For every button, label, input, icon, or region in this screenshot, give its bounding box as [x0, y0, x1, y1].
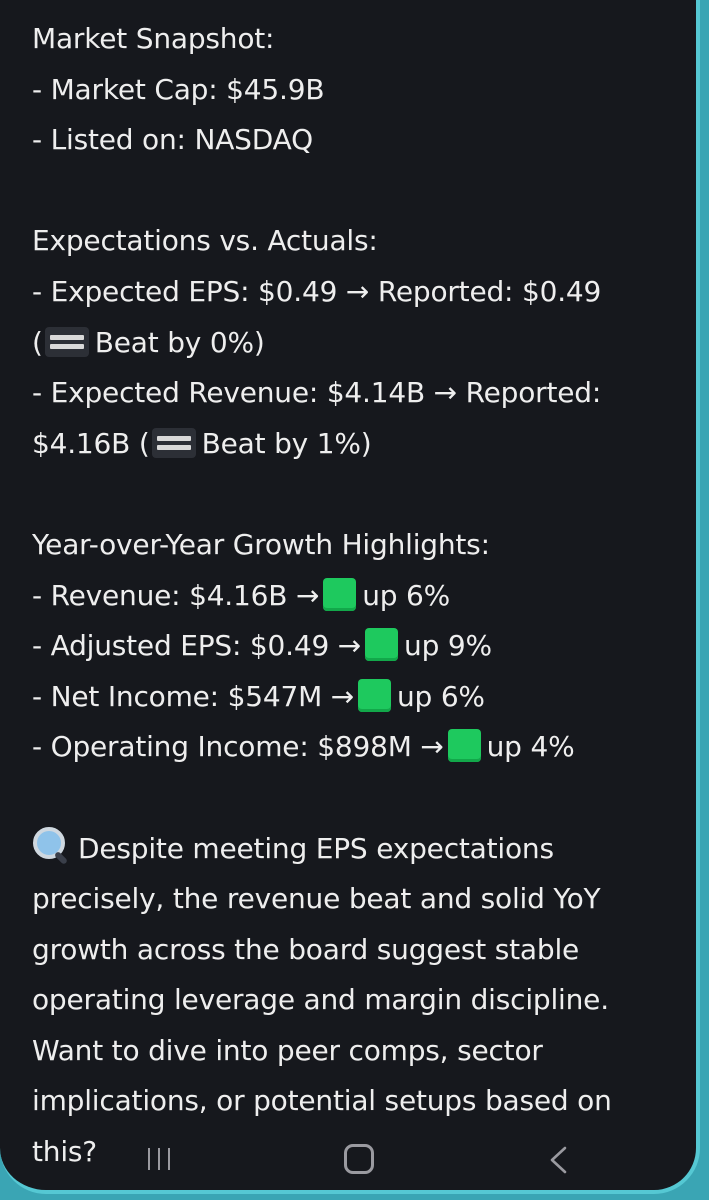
magnifying-glass-icon [32, 826, 70, 865]
message-content: Market Snapshot: - Market Cap: $45.9B - … [32, 14, 672, 1178]
revenue-beat-text: Beat by 1%) [201, 426, 372, 460]
expectations-heading: Expectations vs. Actuals: [32, 224, 378, 258]
market-snapshot-heading: Market Snapshot: [32, 22, 275, 55]
summary-line: this? [32, 1135, 97, 1169]
home-icon[interactable] [344, 1144, 374, 1174]
equal-icon [44, 326, 89, 357]
growth-item-label: - Operating Income: $898M → [32, 730, 444, 764]
spacer [32, 166, 672, 217]
summary-line: Despite meeting EPS expectations [32, 824, 672, 875]
growth-item-change: up 9% [404, 629, 492, 663]
growth-item: - Revenue: $4.16B → up 6% [32, 571, 672, 622]
summary-line: implications, or potential setups based … [32, 1084, 612, 1118]
eps-open-paren: ( [32, 325, 43, 359]
green-square-icon [358, 678, 391, 712]
eps-beat-line: ( Beat by 0%) [32, 318, 672, 369]
revenue-expected-line: - Expected Revenue: $4.14B → Reported: [32, 376, 602, 410]
market-cap-line: - Market Cap: $45.9B [32, 72, 325, 106]
summary-line: precisely, the revenue beat and solid Yo… [32, 882, 601, 916]
spacer [32, 773, 672, 824]
growth-item: - Operating Income: $898M → up 4% [32, 722, 672, 773]
revenue-beat-line: $4.16B ( Beat by 1%) [32, 419, 672, 470]
growth-item-change: up 4% [486, 730, 575, 764]
eps-beat-text: Beat by 0%) [94, 325, 265, 359]
spacer [32, 469, 672, 520]
listed-on-line: - Listed on: NASDAQ [32, 123, 313, 157]
green-square-icon [447, 729, 481, 763]
back-icon[interactable] [548, 1145, 570, 1175]
growth-item-label: - Revenue: $4.16B → [32, 578, 320, 612]
growth-item-label: - Adjusted EPS: $0.49 → [32, 629, 362, 663]
summary-line: Want to dive into peer comps, sector [32, 1033, 543, 1067]
green-square-icon [323, 577, 357, 611]
growth-item-change: up 6% [397, 679, 485, 713]
eps-line: - Expected EPS: $0.49 → Reported: $0.49 [32, 274, 602, 308]
growth-heading: Year-over-Year Growth Highlights: [32, 527, 490, 561]
growth-item: - Adjusted EPS: $0.49 → up 9% [32, 621, 672, 672]
system-navigation-bar [0, 1135, 696, 1185]
recents-icon[interactable] [146, 1148, 174, 1170]
summary-line: operating leverage and margin discipline… [32, 983, 609, 1017]
growth-item-change: up 6% [362, 578, 451, 612]
growth-item: - Net Income: $547M → up 6% [32, 672, 672, 723]
green-square-icon [365, 628, 399, 662]
equal-icon [151, 427, 196, 458]
revenue-reported-value: $4.16B ( [32, 426, 150, 460]
growth-item-label: - Net Income: $547M → [32, 679, 354, 713]
summary-text: Despite meeting EPS expectations [78, 831, 554, 865]
summary-line: growth across the board suggest stable [32, 932, 580, 966]
